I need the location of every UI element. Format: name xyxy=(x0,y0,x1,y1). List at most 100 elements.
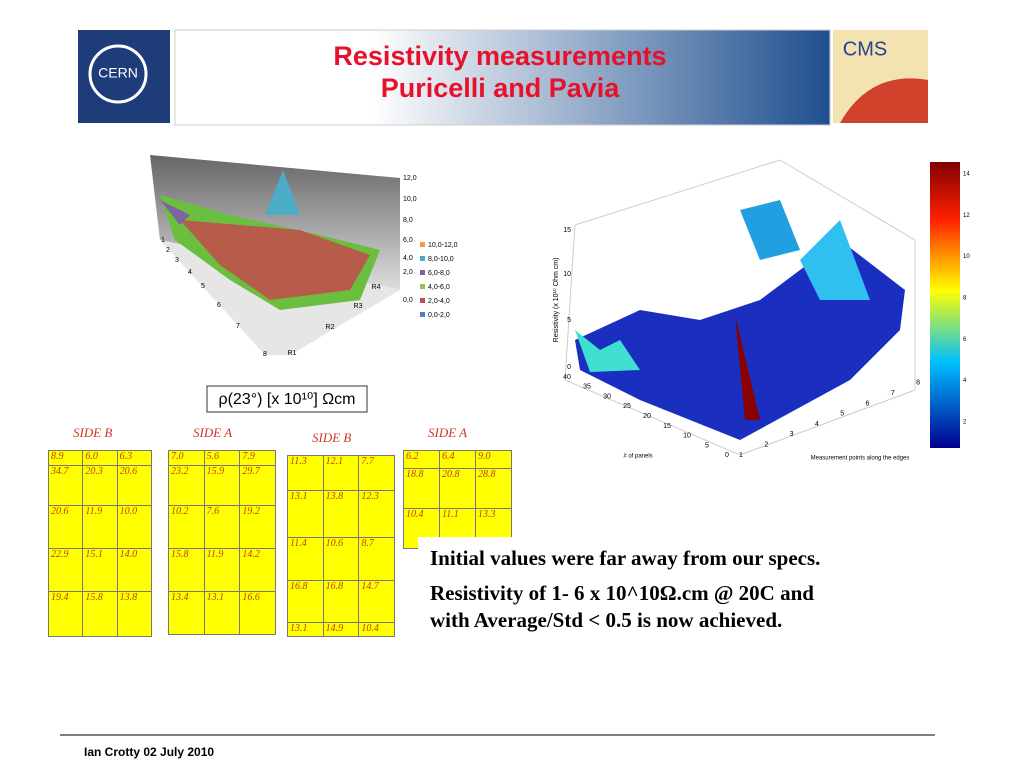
table-grid: 7.0 5.6 7.9 23.2 15.9 29.7 10.2 7.6 19.2 15.8 11.9… xyxy=(168,450,276,635)
tick-label: 5 xyxy=(201,283,205,290)
note: Resistivity of 1- 6 x 10^10Ω.cm @ 20C an… xyxy=(430,581,814,632)
tick-label: 40 xyxy=(563,374,571,381)
tick-label: 0 xyxy=(725,452,729,459)
table-cell: 6.2 xyxy=(403,450,440,469)
tick-label: 5 xyxy=(705,442,709,449)
tick-label: 1 xyxy=(161,237,165,244)
table-cell: 15.1 xyxy=(82,548,118,592)
table-cell: 14.2 xyxy=(239,548,276,592)
legend-swatch xyxy=(420,298,425,303)
tick-label: 10 xyxy=(563,271,571,278)
table-cell: 7.9 xyxy=(239,450,276,466)
table-cell: 14.9 xyxy=(322,622,360,637)
tick-label: 2,0 xyxy=(403,269,413,276)
data-table: SIDE A 7.0 5.6 7.9 23.2 15.9 29.7 10.2 7.6 19.2 15… xyxy=(168,425,276,635)
table-cell: 29.7 xyxy=(239,465,276,506)
tick-label: 8,0 xyxy=(403,217,413,224)
surface xyxy=(160,200,190,225)
tick-label: 8 xyxy=(263,351,267,358)
table-cell: 10.0 xyxy=(116,505,153,549)
table-cell: 15.8 xyxy=(82,591,118,637)
table-cell: 13.8 xyxy=(322,490,360,538)
data-table: SIDE A 6.2 6.4 9.0 18.8 20.8 28.8 10.4 11.1 13.3 xyxy=(403,425,512,549)
axis-label: # of panels xyxy=(623,454,652,460)
formula: ρ(23°) [x 10¹⁰] Ωcm xyxy=(218,391,355,408)
table-cell: 6.3 xyxy=(116,450,153,466)
legend-swatch xyxy=(420,270,425,275)
tick-label: 20 xyxy=(643,413,651,420)
axis-label: Measurement points along the edges xyxy=(811,456,910,462)
surface xyxy=(800,220,870,300)
tick-label: 5 xyxy=(840,411,844,418)
logo-text: CMS xyxy=(843,38,887,60)
table-cell: 11.9 xyxy=(82,505,118,549)
table-cell: 11.9 xyxy=(203,548,241,592)
table-cell: 7.7 xyxy=(358,455,395,491)
table-cell: 13.8 xyxy=(116,591,153,637)
tick-label: 2 xyxy=(963,419,967,425)
tick-label: 10,0-12,0 xyxy=(428,242,458,249)
table-cell: 11.4 xyxy=(287,537,324,581)
axis-label: Resistivity (x 10¹⁰ Ohm cm) xyxy=(552,258,560,343)
table-grid: 11.3 12.1 7.7 13.1 13.8 12.3 11.4 10.6 8.7 16.8 16… xyxy=(287,455,395,637)
title-band xyxy=(174,29,831,126)
table-cell: 34.7 xyxy=(47,465,84,506)
table-cell: 18.8 xyxy=(403,468,440,509)
table-grid: 6.2 6.4 9.0 18.8 20.8 28.8 10.4 11.1 13.3 xyxy=(403,450,512,549)
tick-label: 5 xyxy=(567,317,571,324)
tick-label: 6,0 xyxy=(403,237,413,244)
tick-label: 4,0 xyxy=(403,255,413,262)
colorbar xyxy=(930,162,960,448)
table-cell: 12.3 xyxy=(358,490,395,538)
title-line: Resistivity measurements xyxy=(333,41,667,71)
tick-label: 25 xyxy=(623,403,631,410)
tick-label: 6 xyxy=(217,302,221,309)
tick-label: 8 xyxy=(963,295,967,301)
tick-label: 1 xyxy=(739,452,743,459)
notes-box: Initial values were far away from our sp… xyxy=(418,537,868,722)
tick-label: 4 xyxy=(963,378,967,384)
formula-box xyxy=(206,385,368,413)
tick-label: 4,0-6,0 xyxy=(428,284,450,291)
tick-label: 0,0 xyxy=(403,297,413,304)
logo-text: CERN xyxy=(98,65,138,81)
tick-label: 12 xyxy=(963,213,970,219)
table-cell: 12.1 xyxy=(322,455,360,491)
table-cell: 9.0 xyxy=(475,450,512,469)
tick-label: 3 xyxy=(790,431,794,438)
tick-label: 4 xyxy=(815,421,819,428)
tick-label: R1 xyxy=(288,350,297,357)
tick-label: 8 xyxy=(916,380,920,387)
table-cell: 16.8 xyxy=(287,580,324,623)
table-cell: 23.2 xyxy=(168,465,205,506)
table-side: SIDE A xyxy=(428,425,468,440)
tick-label: 0 xyxy=(567,364,571,371)
tick-label: 30 xyxy=(603,393,611,400)
tick-label: 3 xyxy=(175,257,179,264)
tick-label: 15 xyxy=(563,227,571,234)
tick-label: 10,0 xyxy=(403,196,417,203)
table-cell: 10.4 xyxy=(358,622,395,637)
tick-label: R4 xyxy=(372,284,381,291)
surface xyxy=(265,170,300,215)
surface xyxy=(180,220,370,300)
tick-label: 2 xyxy=(166,247,170,254)
table-cell: 20.3 xyxy=(82,465,118,506)
table-cell: 16.6 xyxy=(239,591,276,635)
table-cell: 10.2 xyxy=(168,505,205,549)
legend-swatch xyxy=(420,284,425,289)
table-cell: 14.7 xyxy=(358,580,395,623)
table-cell: 14.0 xyxy=(116,548,153,592)
table-cell: 19.2 xyxy=(239,505,276,549)
data-table: SIDE B 8.9 6.0 6.3 34.7 20.3 20.6 20.6 11.9 10.0 2… xyxy=(47,425,153,637)
table-cell: 28.8 xyxy=(475,468,512,509)
tick-label: 6 xyxy=(866,400,870,407)
logo-ring xyxy=(88,44,148,104)
data-table: SIDE B 11.3 12.1 7.7 13.1 13.8 12.3 11.4 10.6 8.7… xyxy=(287,430,395,637)
table-cell: 22.9 xyxy=(47,548,84,592)
table-cell: 8.9 xyxy=(47,450,84,466)
tick-label: 2,0-4,0 xyxy=(428,298,450,305)
cms-art xyxy=(840,78,928,123)
surface xyxy=(740,200,800,260)
